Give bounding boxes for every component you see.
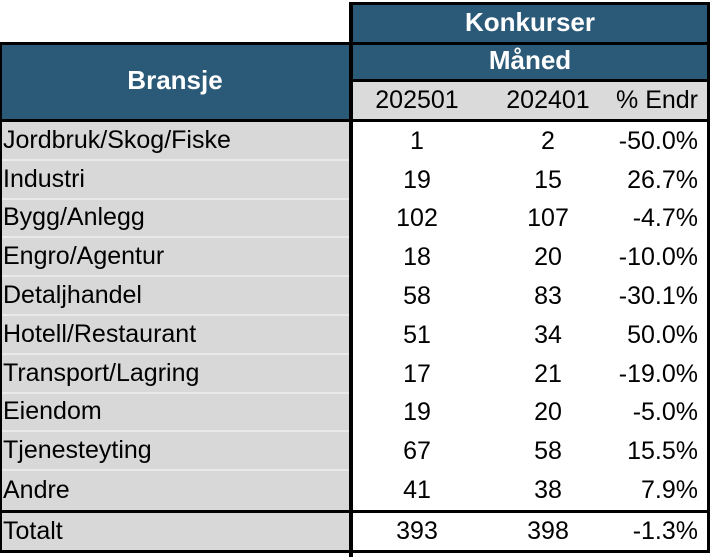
row-label: Hotell/Restaurant <box>0 315 350 355</box>
value-cell: 67 <box>350 432 484 472</box>
border-under-konkurser <box>0 42 710 45</box>
total-row: Totalt 393 398 -1.3% <box>0 513 710 550</box>
total-value-cell: 398 <box>484 513 612 550</box>
value-cell: 107 <box>484 199 612 239</box>
value-cell: 1 <box>350 122 484 161</box>
value-cell: 20 <box>484 238 612 278</box>
table-row: Jordbruk/Skog/Fiske 1 2 -50.0% <box>0 122 710 161</box>
pct-cell: -10.0% <box>612 238 710 278</box>
value-cell: 58 <box>350 277 484 316</box>
row-label: Engro/Agentur <box>0 238 350 278</box>
table-row: Eiendom 19 20 -5.0% <box>0 393 710 433</box>
pct-cell: 15.5% <box>612 432 710 472</box>
table-row: Detaljhandel 58 83 -30.1% <box>0 277 710 316</box>
table-row: Andre 41 38 7.9% <box>0 471 710 510</box>
value-cell: 51 <box>350 315 484 355</box>
border-under-headers <box>0 119 710 122</box>
value-cell: 41 <box>350 471 484 510</box>
pct-cell: 7.9% <box>612 471 710 510</box>
pct-cell: -30.1% <box>612 277 710 316</box>
row-label: Jordbruk/Skog/Fiske <box>0 122 350 161</box>
pct-cell: 50.0% <box>612 315 710 355</box>
group-header-label: Konkurser <box>464 6 596 37</box>
border-under-maaned <box>349 79 710 82</box>
value-cell: 102 <box>350 199 484 239</box>
table-row: Industri 19 15 26.7% <box>0 160 710 200</box>
table-row: Transport/Lagring 17 21 -19.0% <box>0 354 710 394</box>
value-cell: 19 <box>350 393 484 433</box>
table-row: Bygg/Anlegg 102 107 -4.7% <box>0 199 710 239</box>
border-column-divider <box>349 2 353 557</box>
column-header-pct-endr: % Endr <box>616 86 698 114</box>
column-header-202501: 202501 <box>375 86 459 114</box>
pct-cell: -4.7% <box>612 199 710 239</box>
value-cell: 2 <box>484 122 612 161</box>
pct-cell: 26.7% <box>612 160 710 200</box>
column-header-row: 202501 202401 % Endr <box>350 82 710 119</box>
subgroup-header-maaned: Måned <box>350 42 710 79</box>
value-cell: 20 <box>484 393 612 433</box>
value-cell: 17 <box>350 354 484 394</box>
border-bottom <box>0 550 710 553</box>
row-label: Tjenesteyting <box>0 432 350 472</box>
pct-cell: -19.0% <box>612 354 710 394</box>
value-cell: 34 <box>484 315 612 355</box>
value-cell: 19 <box>350 160 484 200</box>
value-cell: 58 <box>484 432 612 472</box>
subgroup-header-label: Måned <box>488 45 572 75</box>
row-label: Andre <box>0 471 350 510</box>
corner-header-label: Bransje <box>127 65 223 95</box>
value-cell: 21 <box>484 354 612 394</box>
row-label: Detaljhandel <box>0 277 350 316</box>
row-label: Industri <box>0 160 350 200</box>
border-top <box>349 2 710 5</box>
value-cell: 83 <box>484 277 612 316</box>
group-header-konkurser: Konkurser <box>350 2 710 42</box>
value-cell: 15 <box>484 160 612 200</box>
table-row: Hotell/Restaurant 51 34 50.0% <box>0 315 710 355</box>
table-row: Tjenesteyting 67 58 15.5% <box>0 432 710 472</box>
border-left <box>0 42 2 553</box>
pct-cell: -50.0% <box>612 122 710 161</box>
border-right <box>707 2 710 553</box>
value-cell: 38 <box>484 471 612 510</box>
border-above-total <box>0 510 710 513</box>
total-value-cell: 393 <box>350 513 484 550</box>
column-header-202401: 202401 <box>506 86 590 114</box>
table-row: Engro/Agentur 18 20 -10.0% <box>0 238 710 278</box>
value-cell: 18 <box>350 238 484 278</box>
total-label: Totalt <box>0 513 350 550</box>
total-pct-cell: -1.3% <box>612 513 710 550</box>
row-label: Transport/Lagring <box>0 354 350 394</box>
pct-cell: -5.0% <box>612 393 710 433</box>
row-label: Bygg/Anlegg <box>0 199 350 239</box>
corner-header-bransje: Bransje <box>0 42 350 119</box>
table-body: Jordbruk/Skog/Fiske 1 2 -50.0% Industri … <box>0 122 710 510</box>
row-label: Eiendom <box>0 393 350 433</box>
